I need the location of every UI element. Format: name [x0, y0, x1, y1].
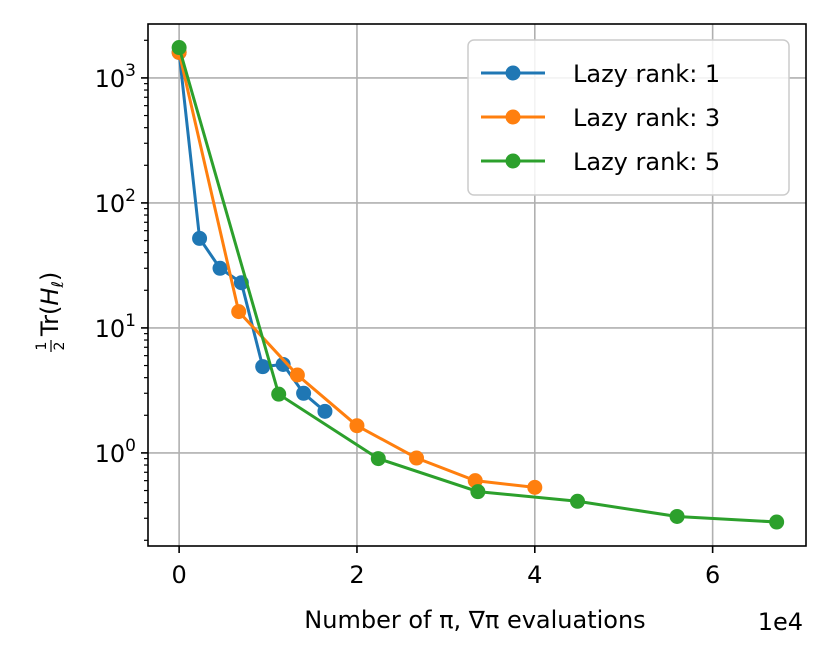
series-layer	[171, 40, 785, 530]
legend-marker	[505, 109, 521, 125]
series-2	[171, 44, 543, 495]
y-label-sub: ℓ	[48, 281, 67, 289]
data-point	[271, 386, 287, 402]
plot-frame	[147, 23, 807, 547]
data-point	[171, 40, 187, 56]
data-point	[231, 304, 247, 320]
y-axis-label: 1 2 Tr(Hℓ)	[34, 272, 68, 352]
data-point	[569, 493, 585, 509]
legend-item: Lazy rank: 1	[481, 60, 720, 88]
x-axis-offset-text: 1e4	[758, 608, 803, 636]
y-tick-label: 101	[95, 311, 136, 343]
data-point	[275, 356, 291, 372]
data-point	[289, 367, 305, 383]
x-tick-label: 4	[527, 561, 542, 589]
legend-box	[467, 39, 790, 196]
x-axis-label: Number of π, ∇π evaluations	[304, 606, 645, 634]
data-point	[192, 230, 208, 246]
legend-item: Lazy rank: 3	[481, 104, 720, 132]
series-3	[171, 40, 785, 530]
x-tick-label: 2	[349, 561, 364, 589]
legend-label: Lazy rank: 3	[573, 104, 720, 132]
y-label-frac-den: 2	[52, 342, 68, 351]
data-point	[212, 260, 228, 276]
y-label-text: Tr(Hℓ)	[36, 272, 67, 337]
y-tick-label: 100	[95, 436, 136, 468]
y-label-close: )	[36, 272, 64, 281]
data-point	[470, 484, 486, 500]
y-label-func: Tr(	[36, 306, 64, 337]
data-point	[255, 359, 271, 375]
y-axis: 100 101 102 103	[95, 39, 148, 541]
legend-marker	[505, 65, 521, 81]
data-point	[317, 403, 333, 419]
legend-marker	[505, 153, 521, 169]
legend-label: Lazy rank: 1	[573, 60, 720, 88]
y-label-var: H	[36, 288, 64, 306]
data-point	[669, 508, 685, 524]
data-point	[409, 450, 425, 466]
x-axis: 0 2 4 6	[171, 546, 720, 589]
y-tick-label: 102	[95, 186, 136, 218]
data-point	[349, 418, 365, 434]
y-label-frac-num: 1	[34, 342, 50, 351]
data-point	[769, 514, 785, 530]
y-tick-label: 103	[95, 61, 136, 93]
data-point	[527, 479, 543, 495]
x-tick-label: 6	[705, 561, 720, 589]
data-point	[370, 451, 386, 467]
legend-label: Lazy rank: 5	[573, 148, 720, 176]
legend-item: Lazy rank: 5	[481, 148, 720, 176]
data-point	[296, 385, 312, 401]
legend: Lazy rank: 1 Lazy rank: 3 Lazy rank: 5	[467, 39, 790, 196]
x-tick-label: 0	[171, 561, 186, 589]
